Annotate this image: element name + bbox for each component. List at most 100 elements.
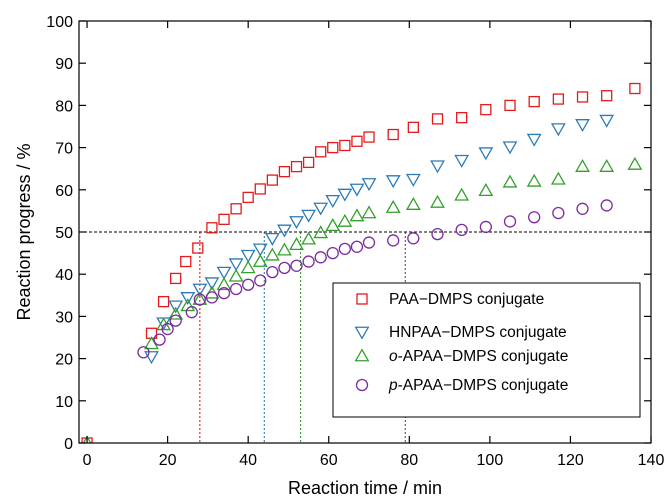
data-point <box>326 246 339 260</box>
data-point <box>385 199 401 213</box>
y-tick-label: 70 <box>55 141 73 158</box>
data-point <box>454 154 470 168</box>
data-point <box>387 128 399 141</box>
series-4 <box>137 199 613 359</box>
data-point <box>407 232 420 245</box>
series-1 <box>81 82 641 443</box>
data-point <box>361 178 377 192</box>
data-point <box>301 209 317 223</box>
data-point <box>629 82 641 95</box>
data-point <box>168 306 184 320</box>
legend-label: p-APAA−DMPS conjugate <box>388 377 568 394</box>
x-tick-label: 60 <box>320 452 338 469</box>
data-point <box>313 225 329 239</box>
data-point <box>385 175 401 189</box>
legend-label-text: -APAA−DMPS conjugate <box>398 377 569 394</box>
data-point <box>430 194 445 208</box>
data-point <box>361 205 377 219</box>
data-point <box>350 240 364 253</box>
x-axis: 0 20 40 60 80 100 120 140 <box>83 21 664 469</box>
data-point <box>228 268 244 282</box>
series-3 <box>82 156 643 443</box>
y-axis-title: Reaction progress / % <box>14 143 34 320</box>
data-marks <box>81 82 643 443</box>
data-point <box>157 295 170 308</box>
data-point <box>599 114 615 128</box>
data-point <box>550 171 566 185</box>
data-point <box>252 243 268 257</box>
data-point <box>349 183 365 197</box>
data-point <box>430 160 445 174</box>
data-point <box>161 322 174 336</box>
y-tick-label: 60 <box>55 183 73 200</box>
x-tick-label: 100 <box>477 452 504 469</box>
data-point <box>552 206 565 220</box>
data-point <box>153 333 166 346</box>
data-point <box>455 223 468 237</box>
x-tick-label: 20 <box>159 452 177 469</box>
data-point <box>192 242 204 254</box>
legend-label: HNPAA−DMPS conjugate <box>389 324 567 341</box>
data-point <box>528 95 540 108</box>
data-point <box>351 135 363 147</box>
data-point <box>526 173 542 187</box>
y-tick-label: 0 <box>64 436 73 453</box>
legend-marker <box>354 326 370 340</box>
legend-label-italic: p <box>388 377 398 394</box>
data-point <box>454 187 470 201</box>
data-point <box>278 261 291 275</box>
data-point <box>278 166 291 178</box>
data-point <box>314 251 327 264</box>
x-tick-label: 40 <box>239 452 257 469</box>
data-point <box>576 202 589 215</box>
data-point <box>217 287 231 300</box>
legend-label-italic: o <box>389 348 398 365</box>
data-point <box>550 123 566 137</box>
data-point <box>480 103 492 116</box>
data-point <box>264 247 280 261</box>
data-point <box>575 158 590 172</box>
data-point <box>206 222 218 234</box>
y-tick-label: 80 <box>55 98 73 115</box>
data-point <box>575 119 590 133</box>
data-point <box>290 160 303 173</box>
y-tick-label: 10 <box>55 394 73 411</box>
data-point <box>264 232 280 246</box>
data-point <box>137 346 150 359</box>
x-tick-label: 120 <box>557 452 584 469</box>
data-point <box>504 99 516 112</box>
data-point <box>254 183 266 195</box>
data-point <box>180 255 192 268</box>
series-2 <box>144 114 615 365</box>
y-tick-label: 30 <box>55 309 73 326</box>
y-tick-label: 90 <box>55 56 73 73</box>
data-point <box>600 199 613 212</box>
data-point <box>327 141 339 154</box>
data-point <box>216 277 232 291</box>
data-point <box>266 265 279 279</box>
data-point <box>254 274 267 287</box>
data-point <box>240 260 256 274</box>
data-point <box>431 227 444 241</box>
data-point <box>144 351 159 365</box>
y-tick-label: 20 <box>55 352 73 369</box>
data-point <box>362 236 376 249</box>
data-point <box>242 278 255 291</box>
data-point <box>240 249 256 263</box>
data-point <box>349 208 365 222</box>
y-axis: 0 10 20 30 40 50 60 70 80 90 100 <box>46 14 651 453</box>
data-point <box>387 234 400 247</box>
data-point <box>526 133 542 147</box>
legend-label-text: PAA−DMPS conjugate <box>389 291 544 308</box>
data-point <box>228 258 244 272</box>
data-point <box>302 156 315 169</box>
data-point <box>552 93 565 105</box>
data-point <box>502 141 518 155</box>
y-tick-label: 40 <box>55 267 73 284</box>
data-point <box>431 113 444 125</box>
data-point <box>325 194 341 208</box>
data-point <box>502 174 518 188</box>
data-point <box>168 300 184 314</box>
data-point <box>576 91 589 103</box>
data-point <box>180 292 196 306</box>
